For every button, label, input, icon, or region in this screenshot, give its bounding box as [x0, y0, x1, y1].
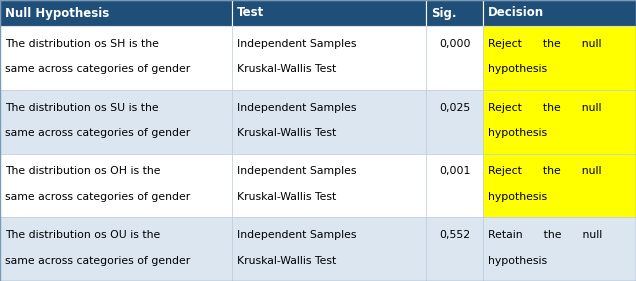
Bar [483, 26, 636, 90]
Bar [426, 153, 483, 217]
Text: Sig.: Sig. [431, 6, 457, 19]
Bar [232, 0, 426, 26]
Text: The distribution os SU is the: The distribution os SU is the [5, 103, 158, 113]
Text: same across categories of gender: same across categories of gender [5, 256, 190, 266]
Text: Null Hypothesis: Null Hypothesis [5, 6, 109, 19]
Bar [426, 90, 483, 153]
Bar [0, 217, 232, 281]
Text: same across categories of gender: same across categories of gender [5, 192, 190, 202]
Bar [0, 26, 232, 90]
Bar [232, 217, 426, 281]
Text: 0,000: 0,000 [439, 39, 471, 49]
Bar [232, 90, 426, 153]
Bar [483, 90, 636, 153]
Text: Kruskal-Wallis Test: Kruskal-Wallis Test [237, 256, 336, 266]
Text: Kruskal-Wallis Test: Kruskal-Wallis Test [237, 128, 336, 138]
Bar [0, 153, 232, 217]
Text: Retain      the      null: Retain the null [488, 230, 602, 240]
Text: 0,001: 0,001 [439, 166, 471, 176]
Text: Kruskal-Wallis Test: Kruskal-Wallis Test [237, 192, 336, 202]
Text: Reject      the      null: Reject the null [488, 166, 602, 176]
Text: Decision: Decision [488, 6, 544, 19]
Bar [483, 153, 636, 217]
Text: Independent Samples: Independent Samples [237, 230, 357, 240]
Text: The distribution os SH is the: The distribution os SH is the [5, 39, 159, 49]
Text: The distribution os OU is the: The distribution os OU is the [5, 230, 160, 240]
Text: Kruskal-Wallis Test: Kruskal-Wallis Test [237, 64, 336, 74]
Text: Reject      the      null: Reject the null [488, 39, 602, 49]
Text: hypothesis: hypothesis [488, 192, 548, 202]
Text: same across categories of gender: same across categories of gender [5, 64, 190, 74]
Text: Reject      the      null: Reject the null [488, 103, 602, 113]
Text: 0,552: 0,552 [439, 230, 470, 240]
Bar [232, 26, 426, 90]
Bar [426, 0, 483, 26]
Text: Independent Samples: Independent Samples [237, 39, 357, 49]
Text: 0,025: 0,025 [439, 103, 471, 113]
Bar [483, 0, 636, 26]
Bar [426, 26, 483, 90]
Text: same across categories of gender: same across categories of gender [5, 128, 190, 138]
Bar [483, 217, 636, 281]
Bar [426, 217, 483, 281]
Text: Independent Samples: Independent Samples [237, 103, 357, 113]
Text: Test: Test [237, 6, 265, 19]
Text: Independent Samples: Independent Samples [237, 166, 357, 176]
Text: The distribution os OH is the: The distribution os OH is the [5, 166, 160, 176]
Text: hypothesis: hypothesis [488, 128, 548, 138]
Text: hypothesis: hypothesis [488, 256, 548, 266]
Bar [0, 0, 232, 26]
Text: hypothesis: hypothesis [488, 64, 548, 74]
Bar [232, 153, 426, 217]
Bar [0, 90, 232, 153]
